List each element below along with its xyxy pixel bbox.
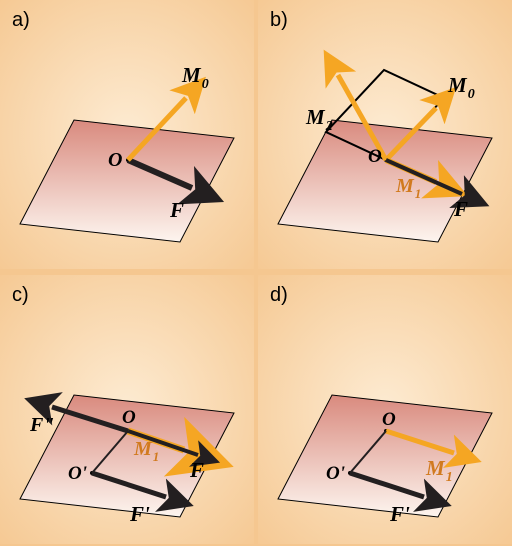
panel-d-corner: d) (270, 284, 288, 306)
label-Fpp-c: F" (29, 414, 54, 436)
label-F-c: F (189, 458, 204, 482)
label-O-a: O (108, 149, 122, 171)
panel-c: c) O O' F" F F' M1 (0, 275, 254, 546)
panel-d-svg: d) O O' F' M1 (258, 275, 512, 544)
panel-a: a) O F M0 (0, 0, 254, 271)
panel-a-corner: a) (12, 9, 30, 31)
panel-c-corner: c) (12, 284, 29, 306)
label-Fp-d: F' (389, 502, 410, 526)
label-O-b: O (368, 146, 382, 167)
label-O-c: O (122, 407, 136, 428)
panel-a-svg: a) O F M0 (0, 0, 254, 269)
label-Op-d: O' (326, 463, 345, 484)
label-Op-c: O' (68, 463, 87, 484)
panel-b-corner: b) (270, 9, 288, 31)
label-Fp-c: F' (129, 502, 150, 526)
panel-d: d) O O' F' M1 (258, 275, 512, 546)
panel-b-svg: b) O F M0 M2 M1 (258, 0, 512, 269)
label-F-b: F (453, 197, 468, 221)
panel-c-svg: c) O O' F" F F' M1 (0, 275, 254, 544)
label-F-a: F (169, 198, 184, 222)
panel-b: b) O F M0 M2 M1 (258, 0, 512, 271)
figure-grid: a) O F M0 (0, 0, 512, 546)
label-O-d: O (382, 409, 396, 430)
